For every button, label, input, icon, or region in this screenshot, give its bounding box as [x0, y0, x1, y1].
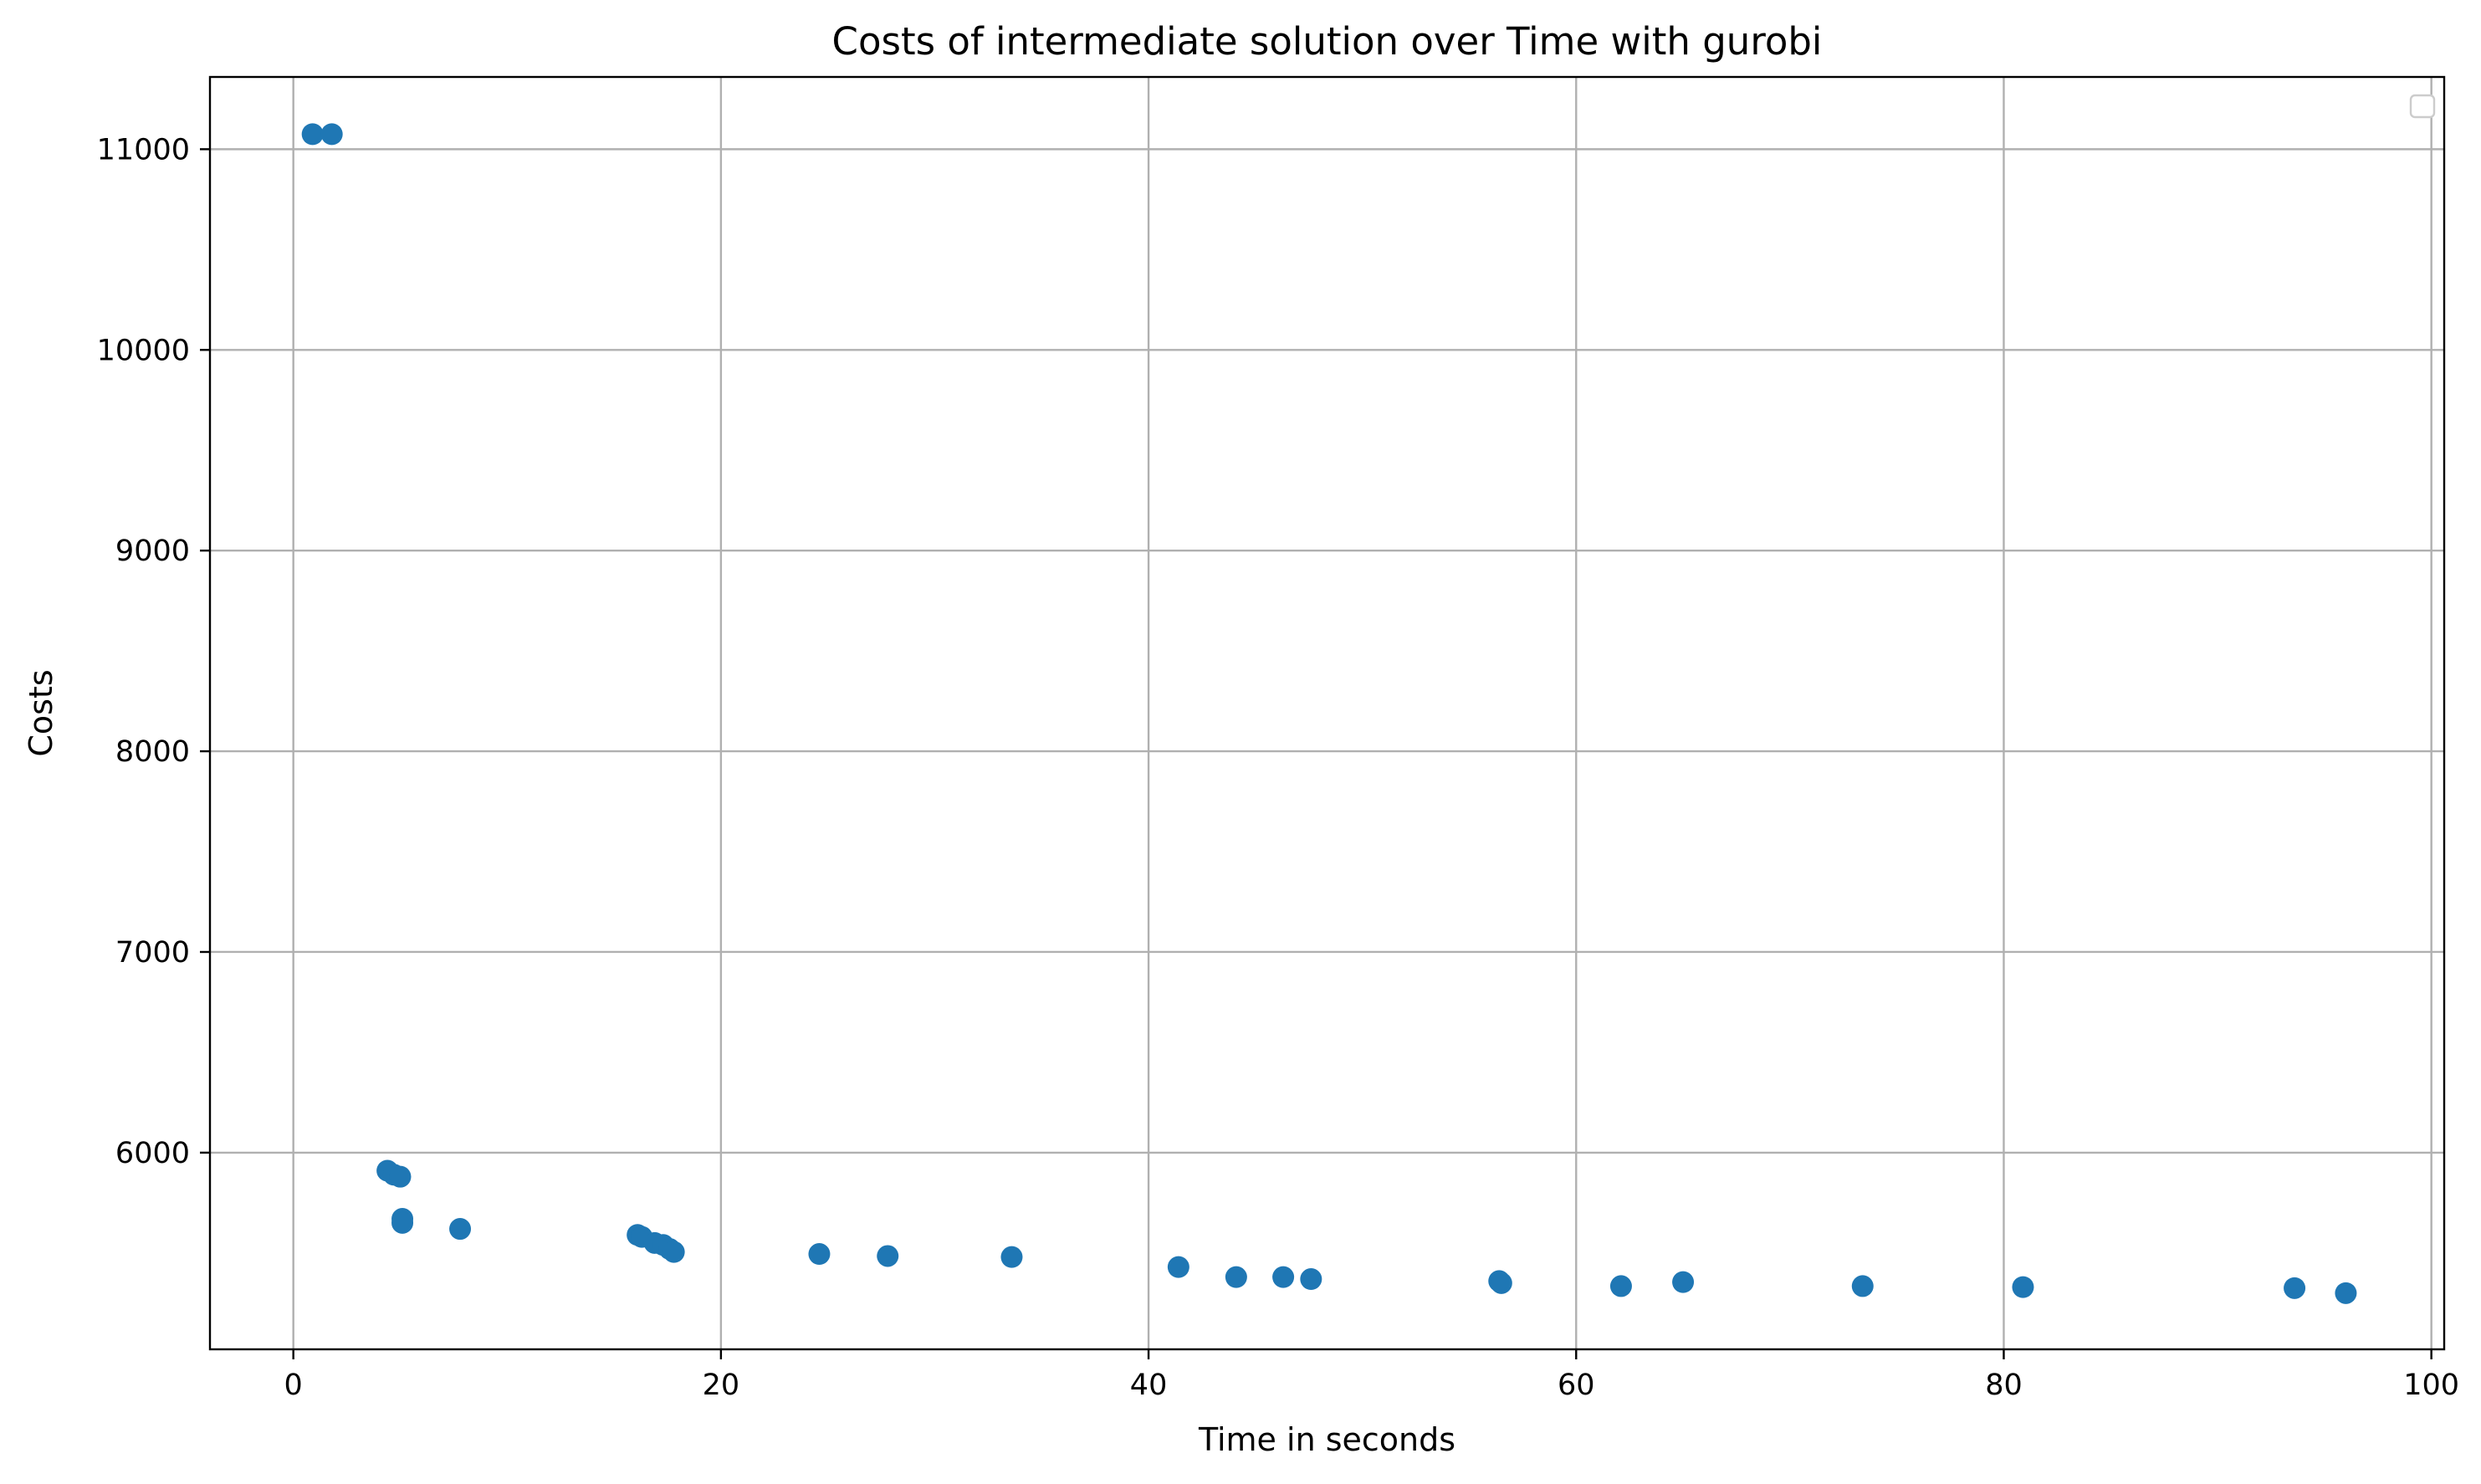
- data-point: [301, 123, 324, 146]
- plot-frame: [208, 75, 2446, 1351]
- axis-ticks: 0 20 40 60 80 100 6000 7000 8000 9000 10000 11000: [97, 133, 2459, 1402]
- x-tick-label: 80: [1985, 1369, 2023, 1402]
- data-point: [449, 1218, 472, 1241]
- data-point: [1167, 1256, 1189, 1278]
- data-point: [391, 1211, 414, 1234]
- legend: [2409, 94, 2436, 119]
- chart-title: Costs of intermediate solution over Time…: [832, 19, 1823, 64]
- data-point: [1609, 1275, 1632, 1297]
- data-point: [389, 1165, 412, 1188]
- x-axis-title: Time in seconds: [1198, 1421, 1455, 1458]
- y-tick-label: 8000: [115, 735, 190, 769]
- x-tick-label: 100: [2403, 1369, 2459, 1402]
- legend-box: [2409, 94, 2436, 119]
- y-tick-label: 11000: [97, 133, 190, 166]
- x-tick-label: 40: [1130, 1369, 1168, 1402]
- x-tick-label: 0: [284, 1369, 303, 1402]
- data-point: [2012, 1276, 2034, 1298]
- y-tick-label: 7000: [115, 936, 190, 970]
- data-point: [320, 123, 343, 146]
- data-point: [1300, 1268, 1322, 1291]
- data-point: [1000, 1246, 1023, 1268]
- data-points: [301, 123, 2357, 1304]
- data-point: [1851, 1275, 1874, 1297]
- x-tick-label: 20: [703, 1369, 740, 1402]
- data-point: [662, 1241, 685, 1263]
- x-tick-label: 60: [1558, 1369, 1595, 1402]
- data-point: [877, 1245, 899, 1267]
- y-tick-label: 10000: [97, 334, 190, 367]
- y-tick-label: 6000: [115, 1137, 190, 1170]
- y-tick-label: 9000: [115, 535, 190, 568]
- data-point: [2284, 1277, 2306, 1299]
- data-point: [808, 1243, 831, 1266]
- data-point: [2335, 1282, 2357, 1304]
- data-point: [1272, 1266, 1295, 1288]
- data-point: [1672, 1271, 1695, 1293]
- grid: [210, 77, 2444, 1349]
- data-point: [1225, 1266, 1247, 1288]
- y-axis-title: Costs: [23, 669, 59, 756]
- data-point: [1490, 1272, 1512, 1294]
